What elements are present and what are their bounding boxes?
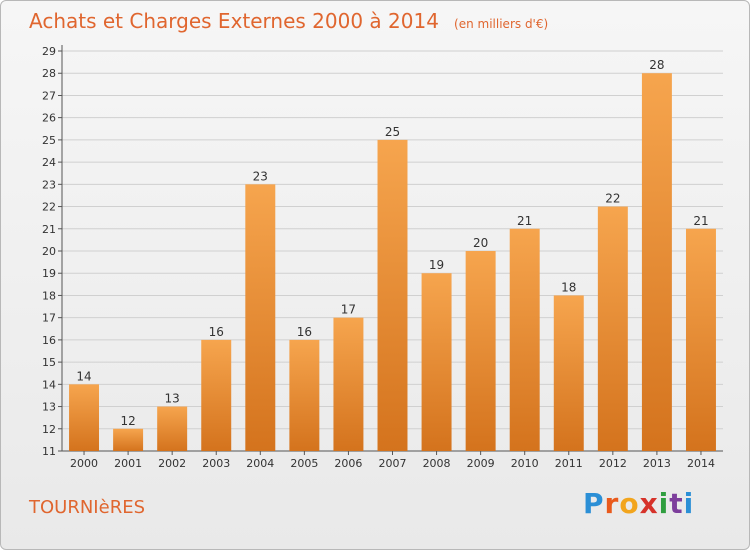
data-label-2009: 20	[473, 236, 488, 250]
y-tick-label: 13	[42, 401, 56, 414]
y-tick-label: 12	[42, 423, 56, 436]
bar-2002	[157, 406, 188, 451]
x-tick-label: 2001	[114, 457, 142, 470]
x-tick-label: 2009	[467, 457, 495, 470]
y-tick-label: 22	[42, 201, 56, 214]
bar-2009	[465, 251, 496, 451]
x-tick-label: 2012	[599, 457, 627, 470]
bar-2014	[685, 228, 716, 451]
x-tick-label: 2014	[687, 457, 715, 470]
data-label-2000: 14	[76, 369, 91, 383]
x-tick-label: 2011	[555, 457, 583, 470]
y-tick-label: 14	[42, 378, 56, 391]
y-tick-label: 16	[42, 334, 56, 347]
x-tick-label: 2000	[70, 457, 98, 470]
y-tick-label: 17	[42, 312, 56, 325]
x-tick-label: 2004	[246, 457, 274, 470]
y-tick-label: 25	[42, 134, 56, 147]
y-tick-label: 19	[42, 267, 56, 280]
bar-2003	[201, 339, 232, 451]
bar-2000	[69, 384, 100, 451]
x-tick-label: 2002	[158, 457, 186, 470]
data-label-2005: 16	[297, 325, 312, 339]
data-label-2012: 22	[605, 192, 620, 206]
data-label-2014: 21	[693, 214, 708, 228]
x-tick-label: 2003	[202, 457, 230, 470]
x-tick-label: 2007	[379, 457, 407, 470]
data-label-2002: 13	[165, 392, 180, 406]
bar-2013	[641, 73, 672, 451]
bar-2005	[289, 339, 320, 451]
y-tick-label: 27	[42, 89, 56, 102]
y-tick-label: 24	[42, 156, 56, 169]
y-tick-label: 28	[42, 67, 56, 80]
proxiti-logo[interactable]: Proxiti	[583, 487, 695, 520]
x-tick-label: 2013	[643, 457, 671, 470]
x-tick-label: 2005	[290, 457, 318, 470]
axes: 11 12 13 14 15 16 17 18 19 20 21 22 23 24 25 26 27 28 29 20…	[42, 45, 723, 470]
chart-title-block: Achats et Charges Externes 2000 à 2014 (…	[29, 9, 548, 33]
bar-2007	[377, 139, 408, 451]
data-label-2007: 25	[385, 125, 400, 139]
data-label-2011: 18	[561, 280, 576, 294]
data-label-2013: 28	[649, 58, 664, 72]
bar-2012	[597, 206, 628, 451]
x-tick-label: 2006	[334, 457, 362, 470]
y-tick-label: 15	[42, 356, 56, 369]
y-tick-label: 29	[42, 45, 56, 58]
commune-name: TOURNIèRES	[29, 497, 145, 518]
data-label-2010: 21	[517, 214, 532, 228]
y-tick-label: 23	[42, 178, 56, 191]
chart-subtitle: (en milliers d'€)	[454, 17, 549, 31]
data-label-2004: 23	[253, 169, 268, 183]
data-label-2003: 16	[209, 325, 224, 339]
data-label-2001: 12	[120, 414, 135, 428]
bar-2011	[553, 295, 584, 451]
data-labels: 14 12 13 16 23 16 17 25 19 20 21 18 22 28 21	[76, 58, 708, 428]
y-tick-label: 20	[42, 245, 56, 258]
data-label-2006: 17	[341, 303, 356, 317]
bar-2004	[245, 184, 276, 452]
x-tick-label: 2010	[511, 457, 539, 470]
bar-2010	[509, 228, 540, 451]
chart-title: Achats et Charges Externes 2000 à 2014	[29, 9, 439, 33]
data-label-2008: 19	[429, 258, 444, 272]
bar-2006	[333, 317, 364, 451]
y-tick-label: 26	[42, 112, 56, 125]
bar-2001	[113, 428, 144, 451]
bar-2008	[421, 273, 452, 451]
y-tick-label: 11	[42, 445, 56, 458]
x-tick-label: 2008	[423, 457, 451, 470]
y-tick-label: 21	[42, 223, 56, 236]
bars	[69, 73, 716, 452]
y-tick-label: 18	[42, 289, 56, 302]
